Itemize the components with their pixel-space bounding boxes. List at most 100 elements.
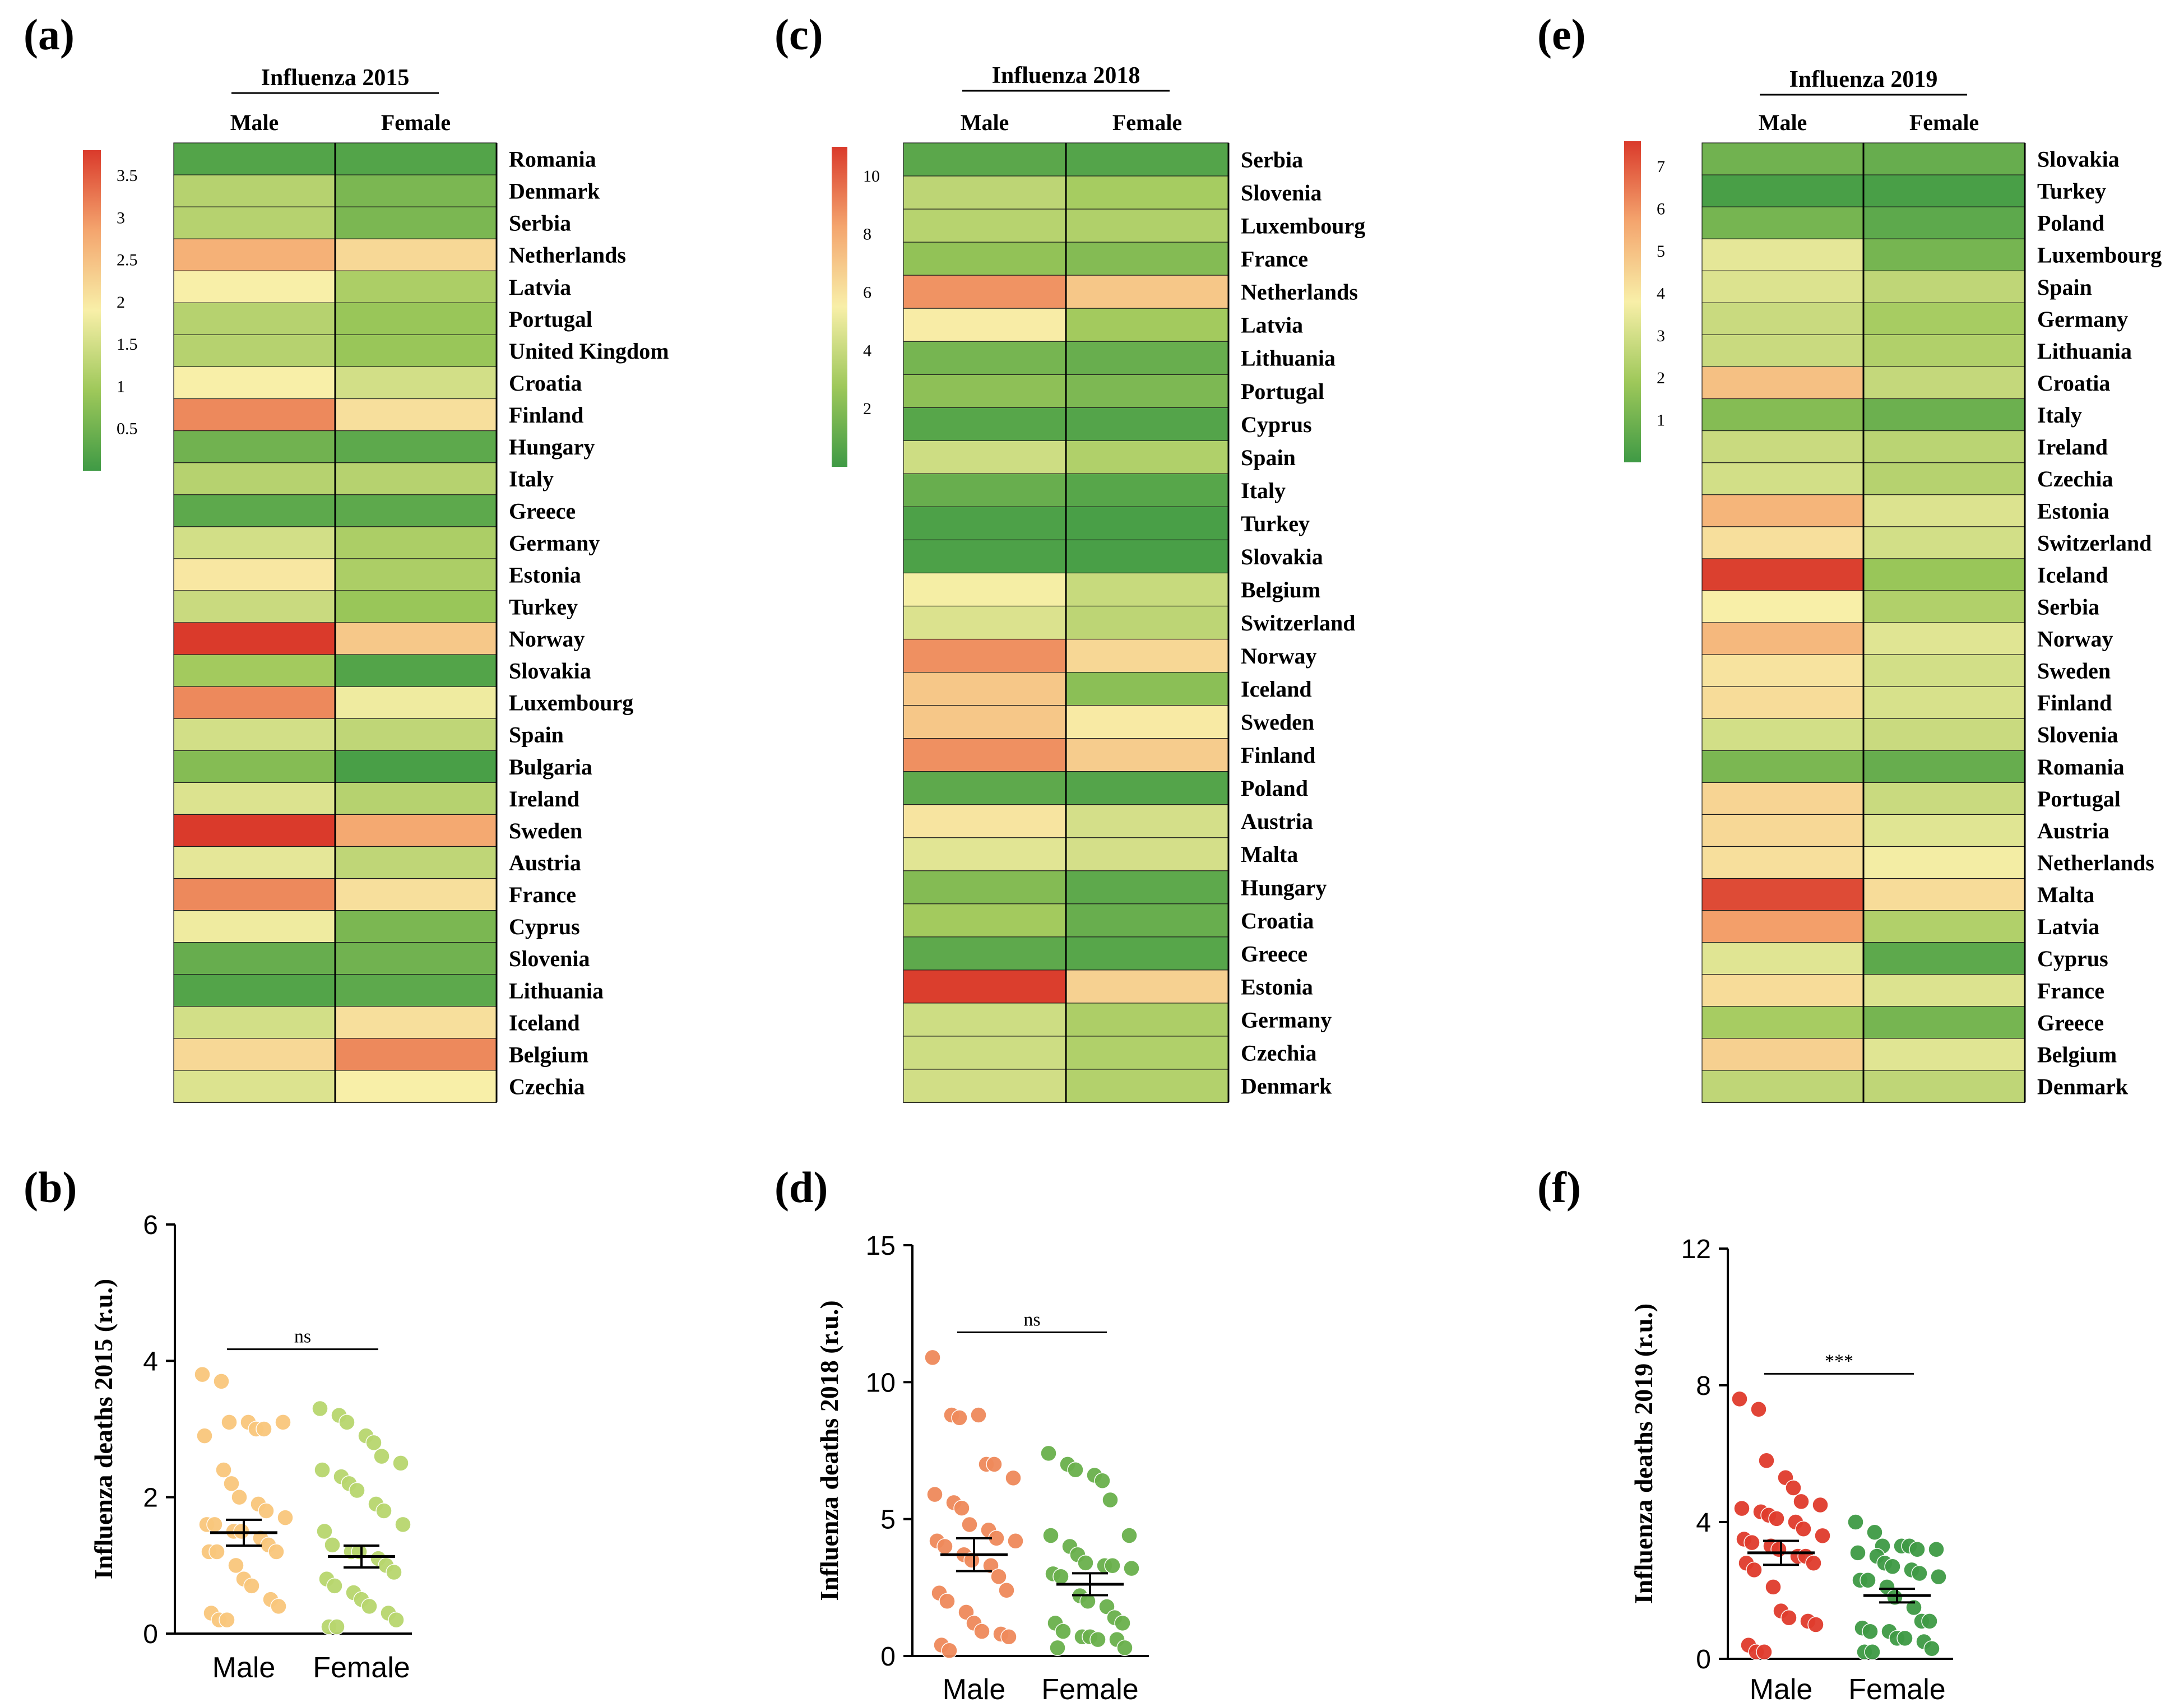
data-point bbox=[1780, 1609, 1797, 1626]
data-point bbox=[1905, 1599, 1922, 1616]
heatmap-cell bbox=[1701, 270, 1864, 304]
heatmap-cell bbox=[1863, 238, 2025, 272]
data-point bbox=[270, 1598, 287, 1615]
heatmap-cell bbox=[1863, 750, 2025, 783]
heatmap-cell bbox=[1701, 718, 1864, 752]
heatmap-title: Influenza 2019 bbox=[1789, 67, 1938, 92]
heatmap-cell bbox=[173, 558, 336, 592]
data-point bbox=[1102, 1491, 1119, 1509]
heatmap-cell bbox=[173, 814, 336, 847]
heatmap-cell bbox=[335, 782, 497, 815]
heatmap-cell bbox=[335, 686, 497, 720]
heatmap-cell bbox=[1065, 539, 1229, 574]
row-label: Norway bbox=[2037, 627, 2113, 652]
data-point bbox=[1114, 1615, 1131, 1632]
heatmap-cell bbox=[903, 506, 1067, 541]
data-point bbox=[1750, 1400, 1767, 1418]
heatmap-cell bbox=[1701, 1006, 1864, 1039]
heatmap-cell bbox=[903, 1036, 1067, 1070]
colorbar-tick-label: 0.5 bbox=[117, 420, 138, 438]
row-label: Iceland bbox=[509, 1010, 580, 1035]
data-point bbox=[1785, 1479, 1802, 1496]
x-category-label: Male bbox=[943, 1673, 1006, 1706]
colorbar-tick-label: 10 bbox=[863, 167, 880, 185]
heatmap-cell bbox=[1701, 910, 1864, 943]
data-point bbox=[1007, 1533, 1024, 1550]
heatmap-cell bbox=[173, 782, 336, 815]
row-label: France bbox=[1241, 247, 1308, 272]
column-header: Male bbox=[230, 110, 279, 135]
row-label: Austria bbox=[509, 850, 581, 875]
column-header: Male bbox=[961, 110, 1009, 135]
row-label: Latvia bbox=[2037, 914, 2099, 939]
heatmap-cell bbox=[1863, 1006, 2025, 1039]
row-label: Belgium bbox=[509, 1042, 588, 1067]
row-label: Iceland bbox=[1241, 676, 1312, 702]
data-point bbox=[963, 1552, 980, 1569]
row-label: Turkey bbox=[509, 594, 578, 619]
heatmap-cell bbox=[173, 430, 336, 463]
data-point bbox=[1040, 1445, 1057, 1462]
heatmap-cell bbox=[903, 208, 1067, 243]
heatmap-cell bbox=[903, 374, 1067, 409]
heatmap-cell bbox=[1065, 1003, 1229, 1037]
data-point bbox=[373, 1448, 390, 1465]
data-point bbox=[1812, 1496, 1829, 1514]
data-point bbox=[326, 1578, 343, 1594]
heatmap-cell bbox=[1863, 462, 2025, 495]
heatmap-cell bbox=[335, 270, 497, 304]
heatmap-cell bbox=[173, 494, 336, 527]
row-label: Greece bbox=[509, 498, 576, 523]
heatmap-cell bbox=[173, 1038, 336, 1071]
row-label: Denmark bbox=[509, 179, 600, 204]
data-point bbox=[1923, 1640, 1940, 1657]
heatmap-cell bbox=[903, 275, 1067, 309]
heatmap-cell bbox=[1863, 398, 2025, 432]
data-point bbox=[953, 1500, 970, 1516]
heatmap-cell bbox=[335, 654, 497, 688]
heatmap-panel-e: (e) Influenza 2019 Male Female Slovakia Turke… bbox=[1537, 10, 2162, 1103]
row-label: Cyprus bbox=[1241, 412, 1312, 437]
data-point bbox=[1911, 1565, 1928, 1582]
heatmap-cell bbox=[173, 1070, 336, 1103]
heatmap-cell bbox=[1065, 572, 1229, 607]
data-point bbox=[973, 1623, 990, 1640]
heatmap-cell bbox=[903, 738, 1067, 772]
data-point bbox=[961, 1516, 978, 1533]
heatmap-cell bbox=[1065, 704, 1229, 739]
colorbar-tick-label: 1.5 bbox=[117, 335, 138, 354]
data-point bbox=[1042, 1527, 1059, 1544]
row-label: Netherlands bbox=[509, 243, 626, 268]
data-point bbox=[1770, 1541, 1787, 1558]
heatmap-cell bbox=[335, 398, 497, 432]
heatmap-panel-a: (a) Influenza 2015 Male Female Romania Denmar… bbox=[24, 10, 669, 1103]
data-point bbox=[939, 1593, 956, 1610]
heatmap-cell bbox=[335, 814, 497, 847]
heatmap-cell bbox=[1701, 974, 1864, 1007]
data-point bbox=[1860, 1571, 1876, 1589]
heatmap-cell bbox=[1065, 242, 1229, 276]
heatmap-cell bbox=[173, 398, 336, 432]
data-point bbox=[328, 1618, 345, 1635]
row-label: Estonia bbox=[509, 562, 581, 587]
data-point bbox=[361, 1598, 378, 1615]
heatmap-cell bbox=[173, 366, 336, 400]
row-label: Netherlands bbox=[2037, 850, 2154, 875]
heatmap-cell bbox=[903, 142, 1067, 177]
data-point bbox=[1795, 1520, 1812, 1537]
row-label: Estonia bbox=[1241, 974, 1313, 999]
heatmap-cell bbox=[1863, 302, 2025, 336]
heatmap-cell bbox=[903, 175, 1067, 210]
y-tick-label: 6 bbox=[143, 1210, 158, 1240]
row-label: Spain bbox=[509, 722, 564, 748]
row-label: Finland bbox=[2037, 690, 2112, 716]
data-point bbox=[223, 1475, 240, 1492]
heatmap-cell bbox=[173, 462, 336, 495]
row-label: Cyprus bbox=[509, 914, 580, 939]
heatmap-cell bbox=[903, 407, 1067, 442]
row-label: Germany bbox=[509, 530, 600, 555]
row-label: Slovenia bbox=[1241, 180, 1321, 206]
heatmap-cell bbox=[335, 718, 497, 752]
row-label: Latvia bbox=[509, 275, 571, 300]
row-label: Croatia bbox=[2037, 370, 2110, 396]
